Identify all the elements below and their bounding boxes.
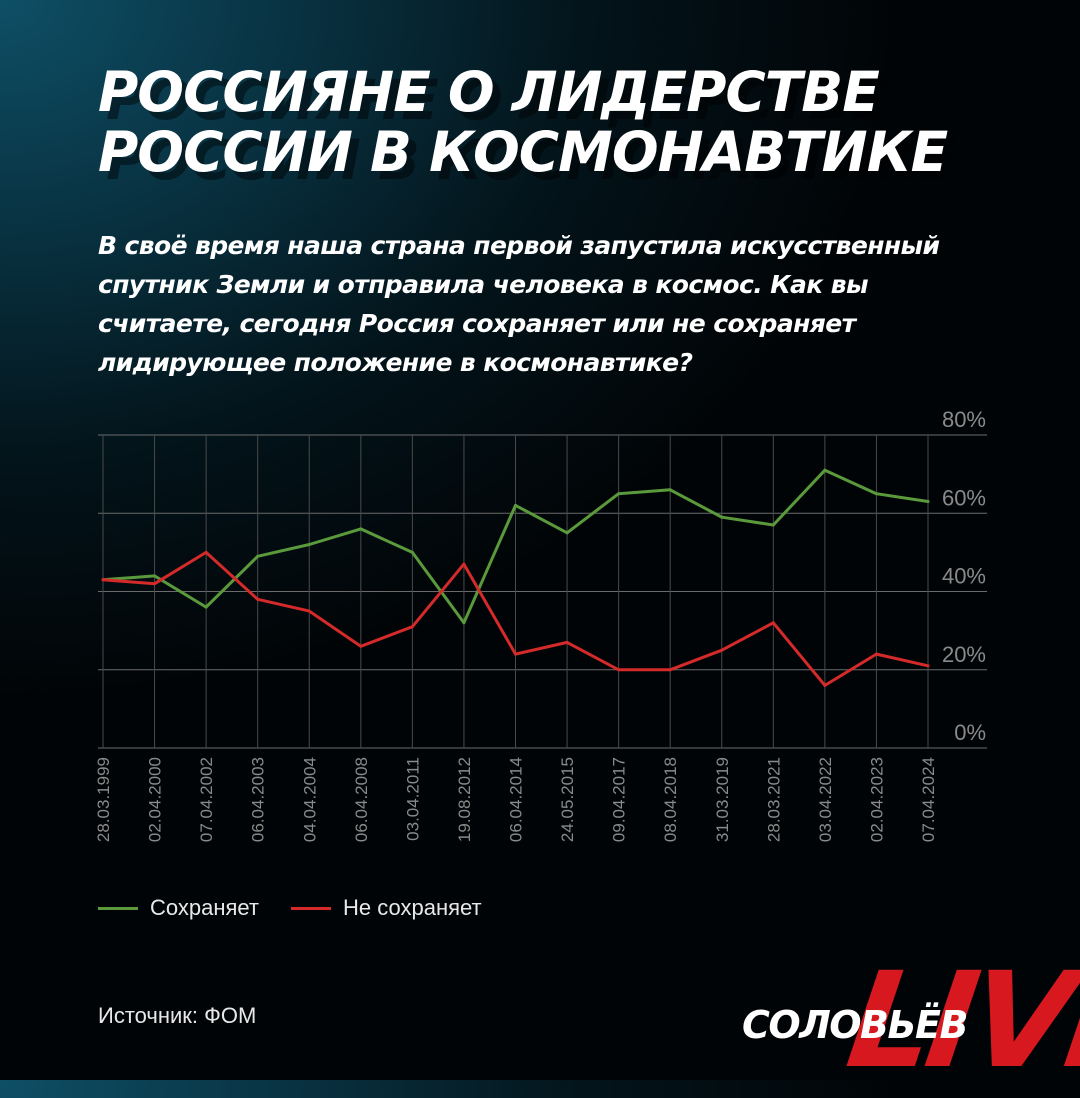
source-note: Источник: ФОМ [98, 1003, 257, 1028]
y-tick-label: 60% [942, 485, 986, 510]
data-point [874, 492, 878, 496]
data-point [668, 488, 672, 492]
data-point [153, 574, 157, 578]
question-line: считаете, сегодня Россия сохраняет или н… [98, 309, 856, 338]
data-point [410, 625, 414, 629]
y-tick-label: 0% [954, 720, 986, 745]
data-point [668, 668, 672, 672]
question-line: спутник Земли и отправила человека в кос… [98, 270, 869, 299]
y-tick-label: 80% [942, 407, 986, 432]
data-point [565, 531, 569, 535]
x-tick-label: 28.03.2021 [764, 757, 783, 842]
data-point [926, 500, 930, 504]
data-point [617, 492, 621, 496]
x-tick-label: 19.08.2012 [455, 757, 474, 842]
x-tick-label: 06.04.2008 [352, 757, 371, 842]
data-point [720, 515, 724, 519]
logo-wordmark: СОЛОВЬЁВ [742, 1003, 968, 1047]
data-point [256, 554, 260, 558]
data-point [153, 582, 157, 586]
data-point [307, 609, 311, 613]
question-line: В своё время наша страна первой запустил… [98, 231, 940, 260]
data-point [771, 621, 775, 625]
data-point [771, 523, 775, 527]
data-point [101, 578, 105, 582]
data-point [204, 605, 208, 609]
data-point [514, 652, 517, 656]
x-tick-label: 07.04.2002 [197, 757, 216, 842]
data-point [514, 503, 517, 507]
data-point [617, 668, 621, 672]
legend-label: Сохраняет [150, 895, 259, 920]
chart-legend: Сохраняет Не сохраняет [98, 895, 514, 921]
y-tick-label: 40% [942, 564, 986, 589]
x-tick-label: 09.04.2017 [610, 757, 629, 842]
x-tick-label: 07.04.2024 [919, 757, 938, 842]
legend-item-not-keeps: Не сохраняет [291, 895, 482, 921]
data-point [410, 550, 414, 554]
legend-swatch-green [98, 906, 138, 910]
x-tick-label: 06.04.2003 [249, 757, 268, 842]
data-point [720, 648, 724, 652]
data-point [462, 562, 466, 566]
y-tick-label: 20% [942, 642, 986, 667]
survey-question: В своё время наша страна первой запустил… [98, 226, 998, 382]
legend-label: Не сохраняет [343, 895, 482, 920]
x-tick-label: 08.04.2018 [661, 757, 680, 842]
title-line: РОССИИ В КОСМОНАВТИКЕ [98, 120, 948, 184]
x-tick-label: 24.05.2015 [558, 757, 577, 842]
line-chart: 0% 20% 40% 60% 80% 28.03.1999 02.04.2000 07.04.… [94, 407, 987, 842]
x-tick-label: 03.04.2022 [816, 757, 835, 842]
x-tick-label: 03.04.2011 [403, 757, 422, 841]
data-point [565, 640, 569, 644]
x-tick-label: 02.04.2023 [867, 757, 886, 842]
data-point [307, 543, 311, 547]
data-point [823, 468, 827, 472]
x-tick-label: 28.03.1999 [94, 757, 113, 842]
legend-swatch-red [291, 906, 331, 910]
data-point [359, 527, 363, 531]
question-line: лидирующее положение в космонавтике? [98, 348, 693, 377]
page-title: РОССИЯНЕ О ЛИДЕРСТВЕ РОССИИ В КОСМОНАВТИ… [98, 60, 948, 184]
x-tick-label: 31.03.2019 [713, 757, 732, 842]
data-point [359, 644, 363, 648]
x-tick-label: 02.04.2000 [146, 757, 165, 842]
data-point [823, 683, 827, 687]
data-point [874, 652, 878, 656]
x-tick-label: 06.04.2014 [507, 757, 526, 842]
data-point [256, 597, 260, 601]
data-point [462, 621, 466, 625]
title-line: РОССИЯНЕ О ЛИДЕРСТВЕ [98, 60, 880, 124]
data-point [926, 664, 930, 668]
legend-item-keeps: Сохраняет [98, 895, 259, 921]
data-point [204, 550, 208, 554]
x-tick-label: 04.04.2004 [300, 757, 319, 842]
